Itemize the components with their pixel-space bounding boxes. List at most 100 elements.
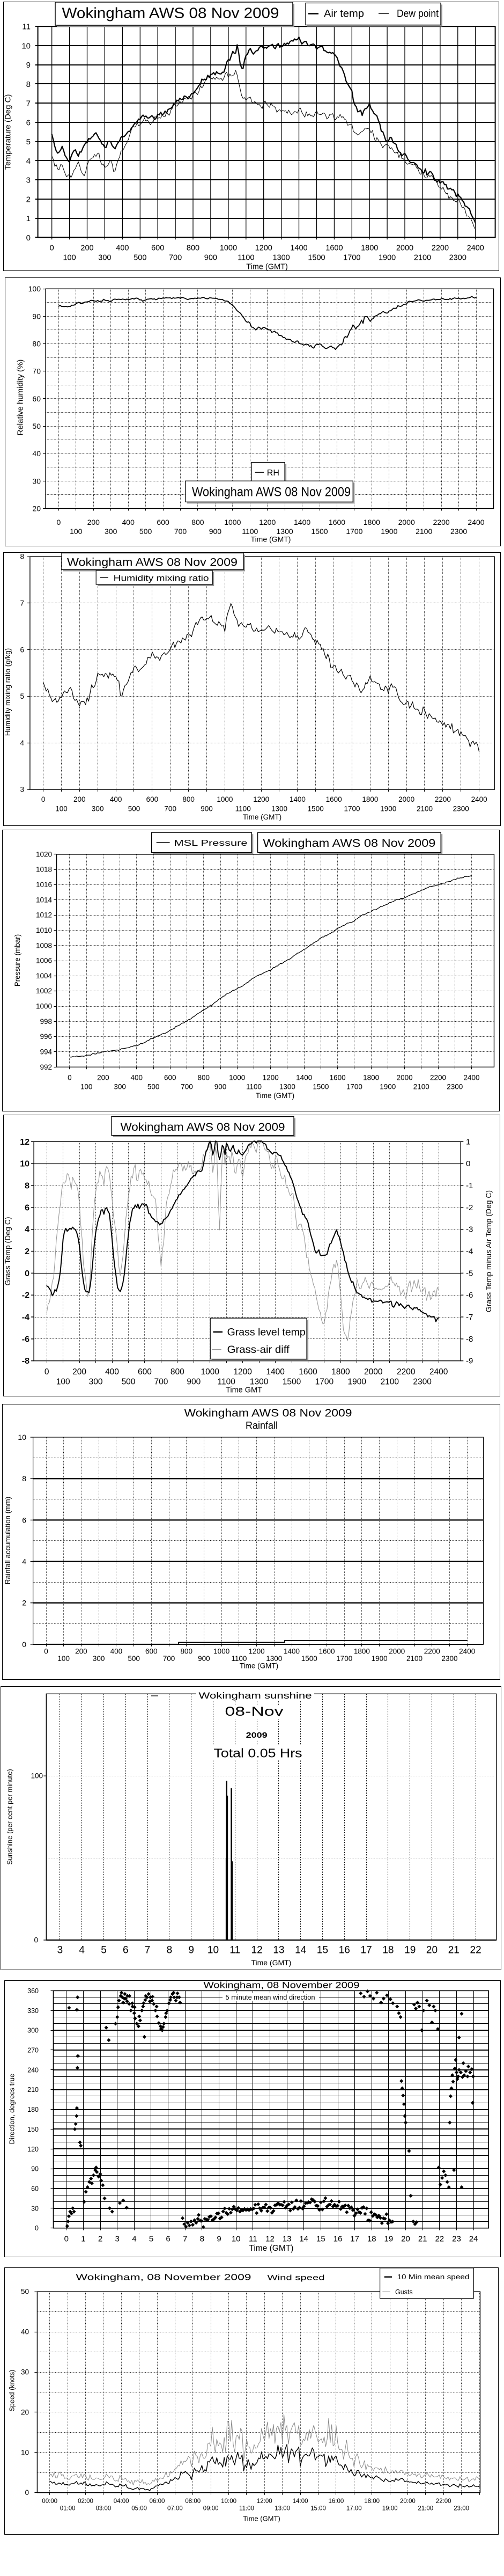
svg-text:1500: 1500 — [308, 254, 325, 262]
svg-text:-6: -6 — [466, 1291, 473, 1300]
svg-text:500: 500 — [128, 805, 140, 813]
svg-text:90: 90 — [32, 312, 41, 320]
svg-text:8: 8 — [200, 2235, 204, 2244]
svg-text:05:00: 05:00 — [131, 2506, 147, 2512]
svg-text:1800: 1800 — [361, 244, 378, 253]
svg-text:1300: 1300 — [277, 527, 293, 536]
svg-text:500: 500 — [128, 1655, 140, 1663]
svg-text:24: 24 — [469, 2235, 478, 2244]
svg-text:500: 500 — [122, 1378, 136, 1387]
svg-text:21: 21 — [418, 2235, 427, 2244]
svg-text:23:00: 23:00 — [454, 2506, 469, 2512]
svg-text:Time (GMT): Time (GMT) — [251, 1958, 291, 1967]
svg-text:1800: 1800 — [364, 518, 380, 526]
svg-text:2200: 2200 — [435, 795, 451, 803]
svg-text:08-Nov: 08-Nov — [225, 1704, 284, 1719]
svg-text:Humidity mixing ratio: Humidity mixing ratio — [114, 574, 209, 583]
svg-text:900: 900 — [209, 527, 222, 536]
svg-text:18: 18 — [367, 2235, 376, 2244]
svg-text:996: 996 — [40, 1033, 52, 1041]
svg-text:800: 800 — [187, 244, 199, 253]
svg-text:2300: 2300 — [449, 254, 466, 262]
svg-text:Time (GMT): Time (GMT) — [256, 1092, 294, 1100]
svg-text:12: 12 — [251, 1945, 263, 1956]
svg-text:Time (GMT): Time (GMT) — [251, 535, 291, 544]
svg-text:1500: 1500 — [311, 527, 328, 536]
svg-text:09:00: 09:00 — [203, 2506, 219, 2512]
svg-text:22: 22 — [470, 1945, 481, 1956]
svg-text:1300: 1300 — [266, 1655, 282, 1663]
svg-text:200: 200 — [75, 1648, 87, 1656]
svg-text:0: 0 — [26, 233, 31, 243]
svg-text:2400: 2400 — [459, 1648, 475, 1656]
svg-text:0: 0 — [35, 2224, 39, 2232]
svg-text:2100: 2100 — [417, 805, 433, 813]
svg-text:20: 20 — [426, 1945, 438, 1956]
svg-text:2100: 2100 — [414, 254, 431, 262]
svg-text:0: 0 — [25, 2489, 29, 2497]
svg-text:-4: -4 — [466, 1247, 473, 1256]
svg-text:2000: 2000 — [398, 518, 415, 526]
svg-text:04:00: 04:00 — [114, 2498, 129, 2505]
svg-text:998: 998 — [40, 1018, 52, 1026]
svg-text:Air temp: Air temp — [324, 9, 364, 20]
svg-text:16:00: 16:00 — [329, 2498, 344, 2505]
svg-text:17: 17 — [350, 2235, 359, 2244]
svg-text:1012: 1012 — [36, 911, 52, 919]
svg-text:Time (GMT): Time (GMT) — [243, 2515, 280, 2523]
svg-text:1100: 1100 — [231, 1655, 247, 1663]
svg-text:1900: 1900 — [381, 527, 397, 536]
svg-text:21:00: 21:00 — [418, 2506, 433, 2512]
svg-text:2: 2 — [26, 195, 31, 204]
svg-text:02:00: 02:00 — [78, 2498, 93, 2505]
svg-text:10: 10 — [21, 41, 31, 50]
svg-text:1800: 1800 — [363, 1073, 379, 1081]
svg-text:06:00: 06:00 — [150, 2498, 165, 2505]
svg-text:500: 500 — [147, 1082, 160, 1091]
svg-text:1006: 1006 — [36, 957, 52, 965]
svg-text:10: 10 — [21, 2448, 29, 2456]
svg-text:1700: 1700 — [315, 1378, 334, 1387]
svg-text:60: 60 — [31, 2185, 39, 2193]
svg-text:1400: 1400 — [284, 1648, 300, 1656]
svg-text:1004: 1004 — [36, 972, 53, 980]
svg-text:240: 240 — [27, 2066, 39, 2074]
svg-text:5: 5 — [149, 2235, 153, 2244]
svg-text:2100: 2100 — [413, 1082, 429, 1091]
svg-text:Humidity mixing ratio (g/kg): Humidity mixing ratio (g/kg) — [4, 648, 12, 736]
svg-text:11: 11 — [229, 1945, 240, 1956]
svg-text:4: 4 — [26, 157, 31, 166]
svg-text:Wokingham sunshine: Wokingham sunshine — [199, 1690, 312, 1701]
svg-text:00:00: 00:00 — [42, 2498, 57, 2505]
svg-text:23: 23 — [452, 2235, 461, 2244]
svg-text:9: 9 — [217, 2235, 221, 2244]
svg-text:300: 300 — [93, 1655, 105, 1663]
svg-text:10 Min mean speed: 10 Min mean speed — [397, 2273, 470, 2281]
svg-text:2000: 2000 — [364, 1367, 383, 1377]
svg-text:400: 400 — [110, 1648, 123, 1656]
svg-text:9: 9 — [26, 61, 31, 70]
svg-text:19:00: 19:00 — [382, 2506, 398, 2512]
svg-text:Wokingham AWS 08 Nov 2009: Wokingham AWS 08 Nov 2009 — [62, 5, 279, 21]
svg-text:Grass Temp minus Air Temp (Deg: Grass Temp minus Air Temp (Deg C) — [484, 1190, 493, 1312]
svg-text:7: 7 — [183, 2235, 187, 2244]
svg-text:1900: 1900 — [379, 254, 396, 262]
svg-text:1700: 1700 — [346, 1082, 362, 1091]
svg-text:400: 400 — [116, 244, 129, 253]
svg-text:330: 330 — [27, 2007, 39, 2015]
svg-text:6: 6 — [25, 1203, 29, 1212]
svg-text:500: 500 — [139, 527, 152, 536]
svg-text:RH: RH — [267, 469, 279, 478]
svg-text:0: 0 — [25, 1269, 29, 1278]
svg-text:1200: 1200 — [233, 1367, 252, 1377]
svg-text:11: 11 — [22, 23, 31, 32]
svg-text:2: 2 — [25, 1247, 29, 1256]
svg-text:-2: -2 — [22, 1291, 29, 1300]
svg-text:2300: 2300 — [453, 805, 469, 813]
svg-text:700: 700 — [169, 254, 182, 262]
svg-text:11: 11 — [249, 2235, 257, 2244]
svg-text:3: 3 — [115, 2235, 120, 2244]
svg-text:4: 4 — [132, 2235, 136, 2244]
svg-text:13: 13 — [273, 1945, 284, 1956]
svg-text:6: 6 — [22, 1516, 26, 1524]
